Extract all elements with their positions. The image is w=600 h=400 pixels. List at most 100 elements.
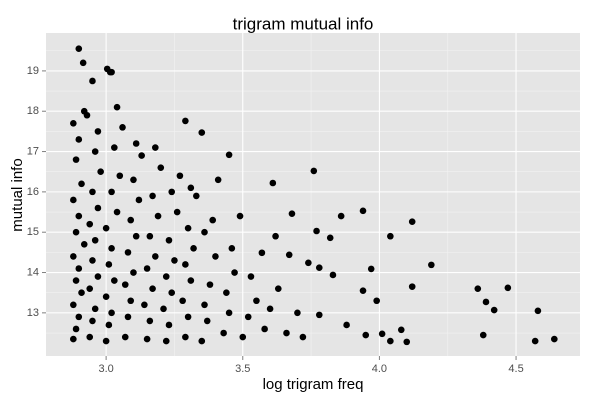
point [209, 216, 217, 224]
point [258, 249, 266, 257]
point [206, 281, 214, 288]
point [146, 232, 154, 240]
point [190, 245, 197, 252]
point [75, 212, 83, 220]
point [474, 285, 482, 292]
point [83, 111, 91, 119]
point [261, 325, 268, 333]
point [534, 307, 542, 315]
point [326, 234, 334, 242]
point [231, 269, 238, 276]
point [225, 151, 233, 159]
point [359, 287, 367, 294]
point [97, 168, 104, 176]
point [236, 212, 244, 220]
point [269, 179, 277, 187]
point [198, 337, 206, 345]
point [121, 281, 129, 288]
point [149, 192, 156, 200]
point [274, 285, 282, 292]
point [132, 140, 140, 147]
point [79, 59, 87, 67]
point [214, 176, 222, 184]
point [86, 285, 94, 292]
point [367, 265, 375, 273]
point [179, 297, 186, 305]
point [182, 261, 189, 268]
point [299, 333, 307, 341]
point [403, 338, 411, 346]
point [94, 128, 102, 135]
point [272, 232, 279, 240]
y-tick-label: 18 [27, 105, 39, 117]
point [75, 265, 83, 272]
point [182, 333, 189, 341]
point [70, 335, 77, 343]
point [203, 317, 211, 325]
point [75, 136, 83, 143]
point [247, 273, 255, 280]
point [75, 45, 83, 53]
point [91, 305, 99, 313]
point [80, 241, 88, 248]
point [89, 77, 96, 85]
point [315, 264, 323, 271]
y-tick-label: 16 [27, 186, 39, 198]
point [157, 164, 165, 171]
point [143, 335, 151, 343]
point [105, 261, 113, 268]
point [116, 172, 124, 180]
point [187, 277, 195, 284]
point [124, 313, 132, 321]
point [168, 289, 176, 296]
point [201, 228, 208, 236]
point [124, 249, 132, 256]
point [135, 196, 143, 204]
point [72, 228, 80, 236]
point [428, 261, 435, 269]
y-tick-label: 17 [27, 145, 39, 157]
point [551, 335, 558, 343]
point [408, 218, 416, 226]
point [187, 184, 195, 192]
point [141, 301, 148, 309]
point [359, 207, 367, 215]
point [138, 152, 145, 159]
point [94, 273, 102, 280]
point [108, 188, 115, 196]
point [378, 330, 386, 338]
chart-title: trigram mutual info [233, 14, 374, 33]
point [111, 144, 118, 151]
point [75, 313, 83, 321]
point [94, 204, 102, 212]
x-tick-label: 4.5 [508, 363, 523, 375]
point [198, 129, 206, 136]
point [397, 326, 405, 334]
point [168, 188, 176, 196]
point [165, 321, 173, 329]
point [162, 273, 170, 280]
point [266, 305, 274, 313]
point [504, 284, 512, 292]
point [70, 196, 77, 204]
point [193, 192, 200, 200]
point [479, 331, 487, 339]
y-tick-label: 19 [27, 65, 39, 77]
point [70, 120, 77, 127]
point [152, 144, 159, 151]
point [362, 331, 370, 339]
point [89, 317, 96, 325]
point [223, 289, 230, 296]
point [89, 257, 96, 264]
point [102, 337, 110, 345]
point [70, 301, 77, 309]
point [165, 236, 173, 244]
point [387, 337, 394, 345]
x-tick-label: 3.0 [98, 363, 113, 375]
point [490, 306, 498, 314]
point [176, 172, 184, 180]
point [111, 277, 118, 284]
x-tick-label: 3.5 [235, 363, 250, 375]
point [113, 103, 121, 111]
